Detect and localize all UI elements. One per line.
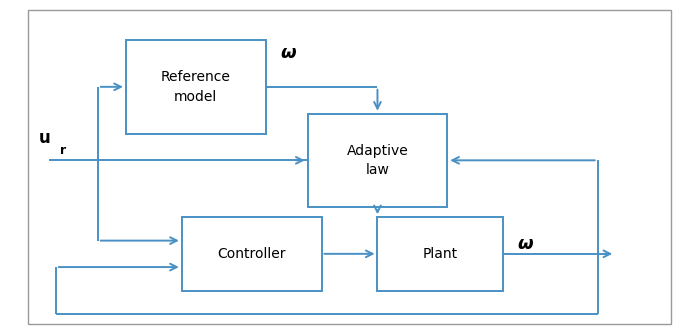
Bar — [126, 40, 266, 134]
Text: $\mathbf{u}$: $\mathbf{u}$ — [38, 129, 51, 147]
Text: Reference
model: Reference model — [161, 70, 231, 104]
Text: Controller: Controller — [217, 247, 286, 261]
Bar — [308, 114, 447, 207]
Text: Adaptive
law: Adaptive law — [347, 144, 408, 177]
Text: $\boldsymbol{\omega}$: $\boldsymbol{\omega}$ — [280, 44, 296, 62]
Bar — [182, 217, 322, 291]
Bar — [377, 217, 503, 291]
Text: Plant: Plant — [423, 247, 458, 261]
Text: $\mathbf{r}$: $\mathbf{r}$ — [59, 144, 68, 157]
Text: $\boldsymbol{\omega}$: $\boldsymbol{\omega}$ — [517, 235, 534, 253]
